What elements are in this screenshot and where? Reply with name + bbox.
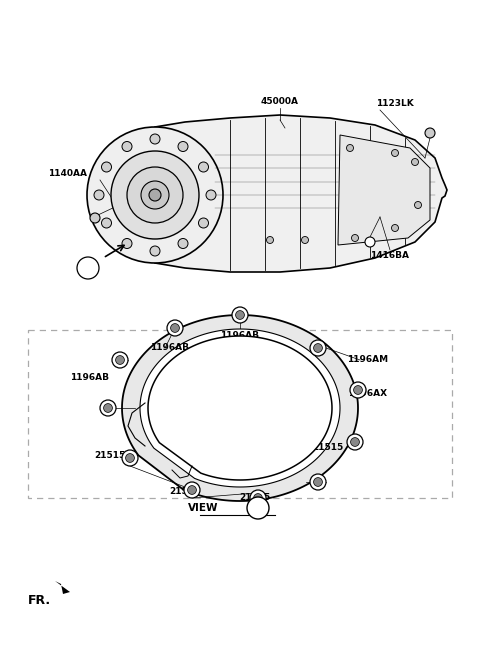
- Circle shape: [178, 142, 188, 152]
- Circle shape: [351, 234, 359, 241]
- Text: 1196AX: 1196AX: [348, 388, 387, 398]
- Circle shape: [350, 382, 366, 398]
- Text: A: A: [85, 264, 91, 272]
- Text: A: A: [255, 504, 261, 512]
- Circle shape: [122, 239, 132, 249]
- Circle shape: [425, 128, 435, 138]
- Circle shape: [87, 127, 223, 263]
- Circle shape: [310, 474, 326, 490]
- Text: 1123LK: 1123LK: [376, 98, 414, 108]
- Text: 1196AB: 1196AB: [151, 344, 190, 352]
- Circle shape: [365, 237, 375, 247]
- Text: 21515: 21515: [240, 493, 271, 502]
- Circle shape: [100, 400, 116, 416]
- Circle shape: [236, 310, 244, 319]
- Circle shape: [347, 144, 353, 152]
- Circle shape: [354, 386, 362, 394]
- Text: 21515: 21515: [312, 443, 344, 453]
- Circle shape: [178, 239, 188, 249]
- Text: 1196AM: 1196AM: [348, 356, 389, 365]
- Circle shape: [199, 218, 208, 228]
- Circle shape: [250, 490, 266, 506]
- Circle shape: [150, 134, 160, 144]
- Circle shape: [127, 167, 183, 223]
- Text: 45000A: 45000A: [261, 96, 299, 106]
- Bar: [28, 330, 452, 498]
- Circle shape: [126, 453, 134, 462]
- Polygon shape: [140, 329, 340, 487]
- Circle shape: [112, 352, 128, 368]
- Polygon shape: [55, 581, 70, 594]
- Circle shape: [313, 344, 323, 352]
- Circle shape: [101, 162, 111, 172]
- Circle shape: [77, 257, 99, 279]
- Polygon shape: [338, 135, 430, 245]
- Text: 1140AA: 1140AA: [48, 169, 87, 178]
- Circle shape: [111, 151, 199, 239]
- Circle shape: [167, 320, 183, 336]
- Text: 1196AB: 1196AB: [71, 373, 109, 382]
- Polygon shape: [155, 115, 447, 272]
- Circle shape: [266, 237, 274, 243]
- Circle shape: [122, 450, 138, 466]
- Circle shape: [94, 190, 104, 200]
- Text: VIEW: VIEW: [188, 503, 218, 513]
- Circle shape: [184, 482, 200, 498]
- Circle shape: [392, 224, 398, 232]
- Text: FR.: FR.: [28, 594, 51, 607]
- Circle shape: [301, 237, 309, 243]
- Circle shape: [188, 485, 196, 495]
- Circle shape: [415, 201, 421, 209]
- Circle shape: [347, 434, 363, 450]
- Circle shape: [247, 497, 269, 519]
- Polygon shape: [122, 315, 358, 501]
- Circle shape: [90, 213, 100, 223]
- Circle shape: [206, 190, 216, 200]
- Circle shape: [199, 162, 208, 172]
- Text: 1416BA: 1416BA: [371, 251, 409, 260]
- Circle shape: [141, 181, 169, 209]
- Text: 21515: 21515: [95, 451, 126, 459]
- Polygon shape: [148, 336, 332, 480]
- Text: 1196AB: 1196AB: [220, 331, 260, 340]
- Circle shape: [350, 438, 360, 446]
- Circle shape: [411, 159, 419, 165]
- Text: 21515: 21515: [169, 487, 201, 497]
- Circle shape: [122, 142, 132, 152]
- Circle shape: [310, 340, 326, 356]
- Circle shape: [392, 150, 398, 157]
- Circle shape: [116, 356, 124, 364]
- Circle shape: [170, 323, 180, 333]
- Circle shape: [253, 493, 263, 502]
- Circle shape: [150, 246, 160, 256]
- Circle shape: [101, 218, 111, 228]
- Circle shape: [232, 307, 248, 323]
- Circle shape: [104, 403, 112, 413]
- Circle shape: [149, 189, 161, 201]
- Circle shape: [313, 478, 323, 486]
